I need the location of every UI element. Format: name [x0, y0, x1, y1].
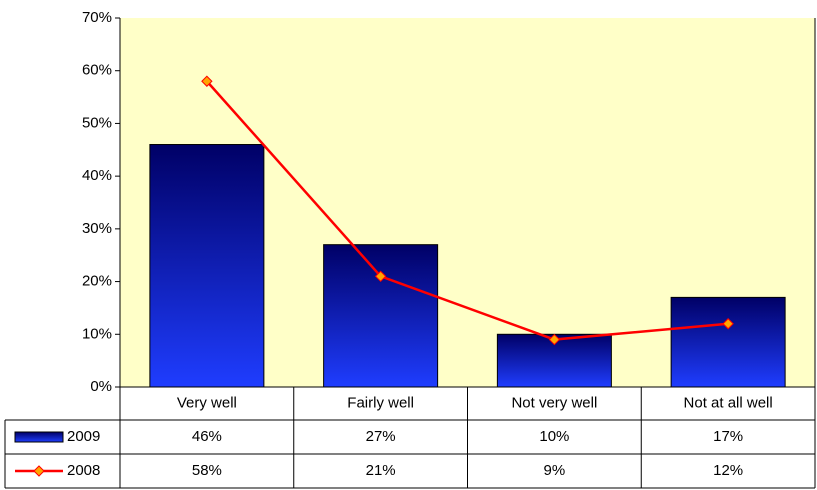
y-tick-label: 70%	[82, 9, 112, 26]
x-tick-label: Very well	[177, 394, 237, 411]
table-value: 21%	[366, 462, 396, 479]
table-value: 17%	[713, 428, 743, 445]
line-marker	[548, 333, 561, 346]
x-tick-label: Fairly well	[347, 394, 414, 411]
bar	[323, 244, 439, 388]
line-marker	[722, 318, 734, 330]
line-marker	[374, 270, 387, 283]
legend-label: 2009	[67, 428, 100, 445]
y-tick-label: 10%	[82, 325, 112, 342]
y-tick-label: 40%	[82, 167, 112, 184]
x-tick-label: Not at all well	[684, 394, 773, 411]
y-tick-label: 30%	[82, 220, 112, 237]
table-value: 12%	[713, 462, 743, 479]
legend-key	[14, 431, 64, 443]
table-value: 10%	[539, 428, 569, 445]
y-tick-label: 60%	[82, 62, 112, 79]
legend-label: 2008	[67, 462, 100, 479]
x-tick-label: Not very well	[511, 394, 597, 411]
y-tick-label: 0%	[90, 378, 112, 395]
table-value: 9%	[544, 462, 566, 479]
line-marker	[201, 75, 213, 87]
table-value: 46%	[192, 428, 222, 445]
table-value: 58%	[192, 462, 222, 479]
legend-key-marker	[33, 465, 45, 477]
y-tick-label: 50%	[82, 114, 112, 131]
table-value: 27%	[366, 428, 396, 445]
y-tick-label: 20%	[82, 273, 112, 290]
bar	[670, 296, 786, 388]
bar	[149, 144, 265, 388]
line-series	[205, 80, 729, 341]
